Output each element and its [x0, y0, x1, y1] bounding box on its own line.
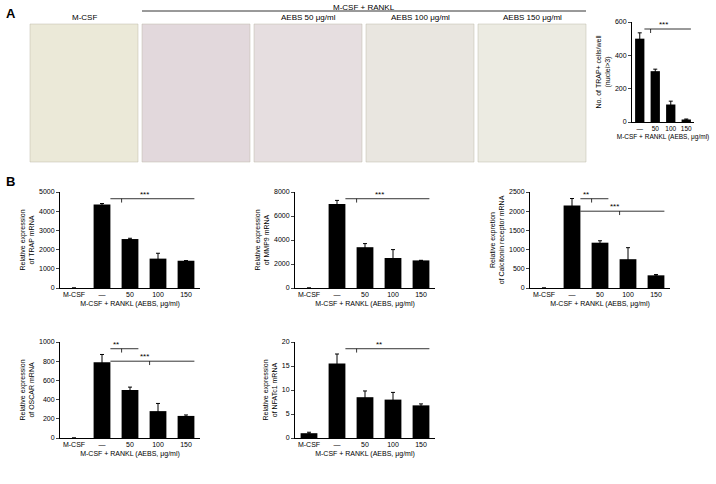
svg-text:Relative expressionof OSCAR mR: Relative expressionof OSCAR mRNA — [19, 359, 35, 420]
svg-text:M-CSF: M-CSF — [72, 13, 97, 22]
svg-text:4000: 4000 — [274, 236, 290, 243]
svg-text:100: 100 — [665, 125, 676, 132]
svg-text:500: 500 — [513, 265, 525, 272]
svg-text:M-CSF + RANKL (AEBS, μg/ml): M-CSF + RANKL (AEBS, μg/ml) — [315, 450, 415, 458]
svg-text:50: 50 — [361, 291, 369, 298]
svg-text:150: 150 — [650, 291, 662, 298]
svg-text:150: 150 — [415, 291, 427, 298]
svg-text:50: 50 — [361, 441, 369, 448]
svg-text:M-CSF + RANKL (AEBS, μg/ml): M-CSF + RANKL (AEBS, μg/ml) — [617, 133, 710, 141]
svg-text:50: 50 — [652, 125, 660, 132]
svg-text:2000: 2000 — [274, 260, 290, 267]
svg-text:**: ** — [376, 340, 382, 349]
svg-text:5000: 5000 — [39, 188, 55, 195]
svg-text:Relative expressionof NFATc1 m: Relative expressionof NFATc1 mRNA — [262, 359, 278, 420]
svg-text:B: B — [6, 174, 15, 189]
svg-text:AEBS 100 μg/ml: AEBS 100 μg/ml — [391, 13, 450, 22]
svg-text:400: 400 — [615, 52, 627, 59]
svg-text:100: 100 — [387, 441, 399, 448]
svg-text:**: ** — [113, 340, 119, 349]
svg-text:AEBS 150 μg/ml: AEBS 150 μg/ml — [503, 13, 562, 22]
svg-text:—: — — [569, 291, 576, 298]
svg-text:15: 15 — [282, 362, 290, 369]
svg-text:600: 600 — [43, 377, 55, 384]
svg-text:4000: 4000 — [39, 208, 55, 215]
svg-text:1000: 1000 — [509, 246, 525, 253]
svg-text:100: 100 — [152, 441, 164, 448]
svg-text:8000: 8000 — [274, 188, 290, 195]
svg-text:50: 50 — [126, 441, 134, 448]
svg-text:200: 200 — [615, 85, 627, 92]
svg-text:***: *** — [140, 190, 149, 199]
svg-text:No. of TRAP+ cells/well(nuclei: No. of TRAP+ cells/well(nuclei>3) — [595, 35, 612, 109]
svg-text:A: A — [6, 6, 16, 21]
svg-text:150: 150 — [180, 291, 192, 298]
svg-text:0: 0 — [286, 284, 290, 291]
svg-text:2500: 2500 — [509, 188, 525, 195]
svg-text:400: 400 — [43, 396, 55, 403]
svg-text:1000: 1000 — [39, 265, 55, 272]
svg-text:150: 150 — [415, 441, 427, 448]
svg-text:2000: 2000 — [509, 208, 525, 215]
svg-text:0: 0 — [623, 118, 627, 125]
svg-text:50: 50 — [126, 291, 134, 298]
svg-text:150: 150 — [180, 441, 192, 448]
svg-text:2000: 2000 — [39, 246, 55, 253]
svg-text:600: 600 — [615, 18, 627, 25]
svg-text:100: 100 — [152, 291, 164, 298]
svg-text:—: — — [334, 291, 341, 298]
svg-text:***: *** — [659, 20, 668, 29]
svg-text:M-CSF: M-CSF — [298, 291, 320, 298]
svg-text:**: ** — [583, 190, 589, 199]
svg-text:M-CSF: M-CSF — [63, 291, 85, 298]
svg-text:M-CSF + RANKL (AEBS, μg/ml): M-CSF + RANKL (AEBS, μg/ml) — [80, 300, 180, 308]
svg-text:M-CSF: M-CSF — [298, 441, 320, 448]
svg-text:100: 100 — [387, 291, 399, 298]
svg-text:—: — — [637, 125, 644, 132]
svg-text:M-CSF: M-CSF — [533, 291, 555, 298]
svg-text:Relative expressionof TRAP mRN: Relative expressionof TRAP mRNA — [19, 209, 35, 270]
svg-text:***: *** — [375, 190, 384, 199]
svg-text:M-CSF + RANKL (AEBS, μg/ml): M-CSF + RANKL (AEBS, μg/ml) — [80, 450, 180, 458]
svg-text:—: — — [99, 291, 106, 298]
svg-text:AEBS 50 μg/ml: AEBS 50 μg/ml — [281, 13, 336, 22]
svg-text:—: — — [334, 441, 341, 448]
svg-text:***: *** — [140, 352, 149, 361]
svg-text:5: 5 — [286, 410, 290, 417]
svg-text:M-CSF: M-CSF — [63, 441, 85, 448]
svg-text:20: 20 — [282, 338, 290, 345]
svg-text:M-CSF + RANKL: M-CSF + RANKL — [333, 3, 395, 12]
svg-text:3000: 3000 — [39, 227, 55, 234]
svg-text:***: *** — [610, 202, 619, 211]
svg-text:50: 50 — [596, 291, 604, 298]
svg-text:Relative expretionof Calcitoni: Relative expretionof Calcitonin receptor… — [489, 195, 506, 284]
svg-text:M-CSF + RANKL (AEBS, μg/ml): M-CSF + RANKL (AEBS, μg/ml) — [550, 300, 650, 308]
svg-text:—: — — [99, 441, 106, 448]
svg-text:6000: 6000 — [274, 212, 290, 219]
svg-text:Relative expressionof MMP9 mRN: Relative expressionof MMP9 mRNA — [254, 209, 270, 270]
svg-text:200: 200 — [43, 415, 55, 422]
svg-text:M-CSF + RANKL (AEBS, μg/ml): M-CSF + RANKL (AEBS, μg/ml) — [315, 300, 415, 308]
svg-text:800: 800 — [43, 358, 55, 365]
svg-text:10: 10 — [282, 386, 290, 393]
svg-text:1000: 1000 — [39, 338, 55, 345]
svg-text:1500: 1500 — [509, 227, 525, 234]
svg-text:0: 0 — [521, 284, 525, 291]
svg-text:100: 100 — [622, 291, 634, 298]
svg-text:0: 0 — [286, 434, 290, 441]
svg-text:150: 150 — [681, 125, 692, 132]
svg-text:0: 0 — [51, 434, 55, 441]
svg-text:0: 0 — [51, 284, 55, 291]
